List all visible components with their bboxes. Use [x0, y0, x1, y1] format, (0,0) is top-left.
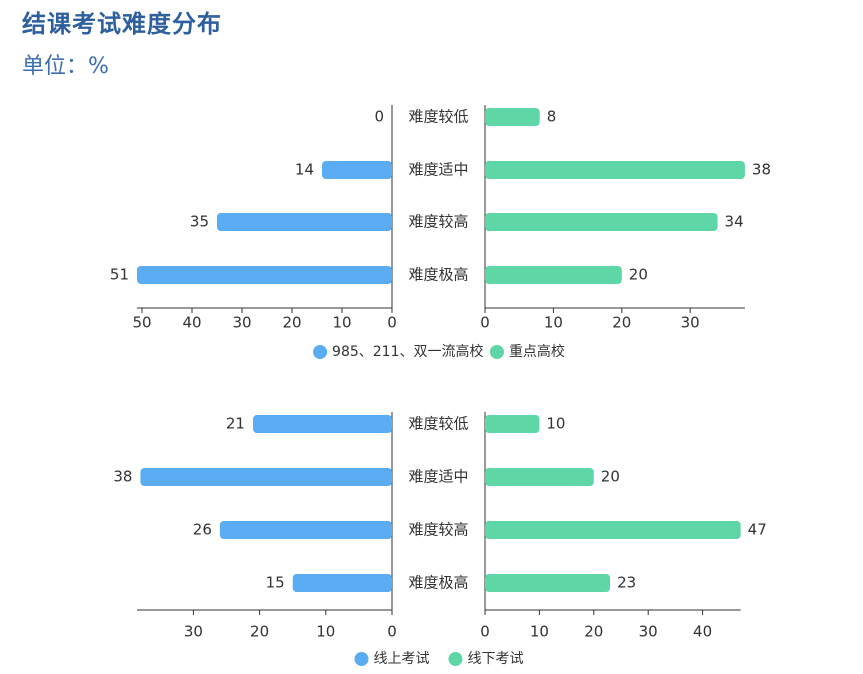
left-tick-label: 40	[182, 314, 201, 332]
legend-marker-right	[489, 345, 504, 359]
right-value-label: 23	[617, 574, 636, 592]
legend-label-right: 线下考试	[468, 651, 524, 667]
left-bar	[137, 266, 392, 284]
left-bar	[322, 161, 392, 179]
left-bar	[292, 574, 392, 592]
left-value-label: 35	[190, 213, 209, 231]
right-tick-label: 0	[480, 314, 490, 332]
legend-label-right: 重点高校	[509, 343, 565, 360]
right-bar	[485, 468, 594, 486]
right-bar	[485, 266, 622, 284]
left-bar	[219, 521, 392, 539]
right-value-label: 8	[547, 108, 557, 126]
right-tick-label: 20	[612, 314, 631, 332]
legend-label-left: 线上考试	[374, 651, 430, 667]
right-value-label: 10	[546, 415, 565, 433]
right-bar	[485, 213, 718, 231]
category-label: 难度较高	[408, 213, 468, 231]
left-value-label: 21	[226, 415, 245, 433]
left-value-label: 14	[295, 161, 314, 179]
left-bar	[140, 468, 392, 486]
right-tick-label: 30	[681, 314, 700, 332]
left-tick-label: 20	[250, 623, 269, 641]
right-bar	[485, 574, 611, 592]
left-tick-label: 10	[316, 623, 335, 641]
right-value-label: 38	[752, 161, 771, 179]
left-tick-label: 0	[387, 623, 397, 641]
category-label: 难度较高	[408, 521, 468, 539]
legend-label-left: 985、211、双一流高校	[332, 343, 483, 360]
left-value-label: 38	[113, 468, 132, 486]
right-tick-label: 40	[693, 623, 712, 641]
left-tick-label: 50	[132, 314, 151, 332]
category-label: 难度极高	[408, 574, 468, 592]
left-value-label: 51	[110, 266, 129, 284]
left-value-label: 0	[374, 108, 384, 126]
right-tick-label: 0	[480, 623, 490, 641]
category-label: 难度较低	[408, 108, 468, 126]
right-tick-label: 10	[530, 623, 549, 641]
left-tick-label: 30	[184, 623, 203, 641]
left-value-label: 15	[266, 574, 285, 592]
category-label: 难度适中	[408, 468, 468, 486]
right-value-label: 34	[725, 213, 744, 231]
legend-marker-left	[354, 652, 369, 666]
left-tick-label: 30	[232, 314, 251, 332]
right-value-label: 20	[629, 266, 648, 284]
left-bar	[252, 415, 392, 433]
right-tick-label: 20	[584, 623, 603, 641]
legend-marker-left	[313, 345, 328, 359]
right-bar	[485, 161, 745, 179]
category-label: 难度适中	[408, 161, 468, 179]
chart-title: 结课考试难度分布	[22, 10, 222, 38]
left-value-label: 26	[193, 521, 212, 539]
left-tick-label: 10	[332, 314, 351, 332]
right-value-label: 20	[601, 468, 620, 486]
right-tick-label: 30	[639, 623, 658, 641]
right-bar	[485, 108, 540, 126]
unit-label: 单位：%	[22, 54, 109, 79]
right-tick-label: 10	[544, 314, 563, 332]
right-bar	[485, 521, 741, 539]
left-bar	[217, 213, 392, 231]
category-label: 难度极高	[408, 266, 468, 284]
category-label: 难度较低	[408, 415, 468, 433]
left-tick-label: 20	[282, 314, 301, 332]
right-value-label: 47	[748, 521, 767, 539]
left-tick-label: 0	[387, 314, 397, 332]
legend-marker-right	[448, 652, 463, 666]
right-bar	[485, 415, 540, 433]
